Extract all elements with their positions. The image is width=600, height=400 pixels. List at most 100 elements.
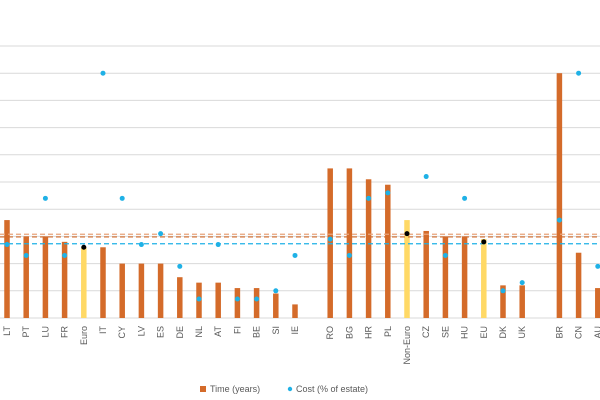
point-cost-at [215,242,221,248]
point-cost-pt [23,252,29,258]
point-cost-dk [500,288,506,294]
bar-time-hr [365,179,372,318]
x-tick-label-it: IT [98,325,108,334]
bar-time-cy [119,263,125,318]
grid-layer [0,45,600,319]
bar-time-si [273,293,279,318]
point-cost-cy [119,195,125,201]
x-tick-label-uk: UK [517,326,527,339]
bar-time-pl [385,184,391,318]
x-tick-label-euro: Euro [79,326,89,345]
bar-time-bg [346,168,353,318]
point-cost-cn [576,70,582,76]
point-cost-fi [234,296,240,302]
bar-time-lt [4,220,10,318]
point-cost-cz [423,174,429,180]
point-cost-se [442,252,448,258]
point-cost-ro [327,236,333,242]
x-tick-label-se: SE [440,326,450,338]
x-tick-label-pl: PL [383,326,393,337]
x-tick-label-fi: FI [232,326,242,334]
bar-time-de [177,277,183,318]
x-tick-label-ie: IE [290,326,300,335]
x-tick-label-es: ES [156,326,166,338]
x-tick-label-au: AU [593,326,600,339]
x-tick-label-br: BR [554,326,564,339]
points-layer [4,70,600,302]
point-cost-bg [346,252,352,258]
bar-time-cz [423,230,429,318]
x-tick-label-non-euro: Non-Euro [402,326,412,365]
x-tick-label-at: AT [213,326,223,337]
bar-time-fr [61,241,68,318]
x-tick-label-lu: LU [40,326,50,338]
bar-time-euro [81,247,87,318]
bar-time-uk [519,285,525,318]
x-tick-label-eu: EU [479,326,489,339]
point-cost-euro [81,244,87,250]
bar-time-br [556,73,563,318]
x-tick-label-cz: CZ [421,326,431,338]
x-tick-label-hr: HR [364,326,374,339]
legend-marker-time [200,386,206,392]
x-tick-label-pt: PT [21,326,31,338]
bar-time-be [253,288,260,318]
point-cost-eu [481,239,487,245]
point-cost-be [254,296,260,302]
legend: Time (years) Cost (% of estate) [200,384,368,394]
x-tick-label-cn: CN [574,326,584,339]
point-cost-hu [462,195,468,201]
x-tick-label-be: BE [252,326,262,338]
bar-time-hu [461,236,468,318]
bar-time-dk [500,285,506,318]
point-cost-si [273,288,279,294]
bar-time-es [157,263,164,318]
x-tick-label-de: DE [175,326,185,339]
point-cost-hr [366,195,372,201]
point-cost-br [556,217,562,223]
point-cost-ie [292,252,298,258]
point-cost-nl [196,296,202,302]
legend-label-time: Time (years) [210,384,260,394]
bars-layer [4,73,600,318]
point-cost-uk [519,280,525,286]
point-cost-de [177,263,183,269]
x-tick-label-nl: NL [194,326,204,338]
x-tick-labels: LT PT LU FR Euro IT CY LV ES DE NL AT FI BE SI IE RO BG HR… [2,325,600,364]
legend-label-cost: Cost (% of estate) [296,384,368,394]
legend-marker-cost [287,386,293,392]
x-tick-label-lv: LV [136,326,146,336]
point-cost-it [100,70,106,76]
point-cost-pl [385,190,391,196]
point-cost-lu [42,195,48,201]
bar-time-non-euro [404,220,410,318]
bar-time-lv [138,263,145,318]
x-tick-label-lt: LT [2,326,12,336]
bar-time-cn [575,252,582,318]
x-tick-label-hu: HU [460,326,470,339]
x-tick-label-bg: BG [344,326,354,339]
bar-time-au [595,288,600,318]
bar-time-pt [23,236,29,318]
reference-lines-layer [0,233,600,245]
bar-time-eu [481,239,487,318]
point-cost-lv [138,242,144,248]
point-cost-lt [4,242,10,248]
point-cost-au [595,263,600,269]
x-tick-label-ro: RO [325,326,335,340]
x-tick-label-dk: DK [498,326,508,339]
point-cost-fr [62,252,68,258]
bar-time-it [100,247,106,318]
bar-time-se [442,236,449,318]
x-tick-label-cy: CY [117,326,127,339]
x-tick-label-si: SI [271,326,281,335]
point-cost-es [158,231,164,237]
bar-time-fi [234,288,241,318]
bar-time-at [215,282,221,318]
x-tick-label-fr: FR [60,326,70,338]
bar-time-ie [292,304,298,318]
point-cost-non-euro [404,231,410,237]
bar-time-lu [42,236,49,318]
